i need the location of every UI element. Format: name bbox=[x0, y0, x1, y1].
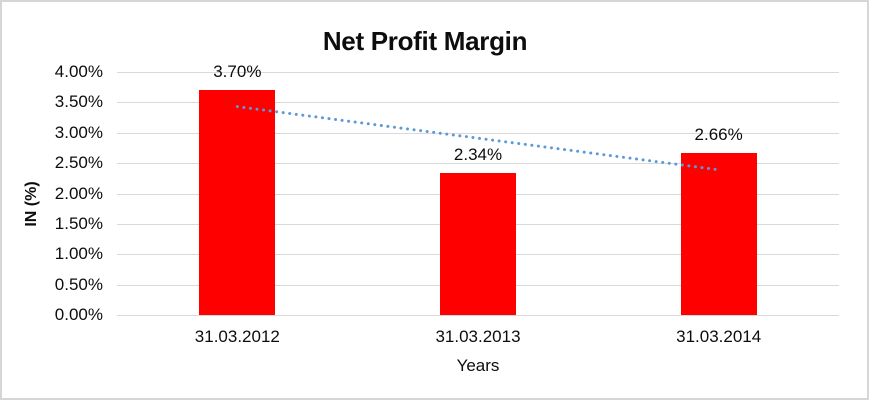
x-tick-label: 31.03.2012 bbox=[194, 327, 280, 346]
gridline bbox=[117, 132, 839, 134]
y-tick-label: 1.00% bbox=[54, 244, 103, 264]
data-label: 3.70% bbox=[213, 62, 262, 82]
x-tick-label: 31.03.2013 bbox=[435, 327, 521, 346]
bars-layer bbox=[117, 72, 839, 315]
y-tick-label: 0.00% bbox=[54, 305, 103, 324]
chart-title: Net Profit Margin bbox=[322, 26, 528, 56]
data-labels-layer: 3.70% 2.34% 2.66% bbox=[117, 62, 839, 315]
bar-31.03.2012[interactable] bbox=[199, 90, 276, 315]
gridline bbox=[117, 163, 839, 165]
plot-area: 3.70% 2.34% 2.66% bbox=[117, 62, 839, 316]
y-tick-label: 0.50% bbox=[54, 274, 103, 294]
trendline bbox=[235, 105, 721, 172]
y-tick-label: 3.00% bbox=[54, 122, 103, 142]
y-tick-label: 1.50% bbox=[54, 213, 103, 233]
y-tick-label: 4.00% bbox=[54, 62, 103, 81]
y-tick-label: 3.50% bbox=[54, 92, 103, 112]
gridline bbox=[117, 315, 839, 316]
trendline-path bbox=[235, 105, 721, 172]
x-tick-label: 31.03.2014 bbox=[676, 327, 762, 346]
y-tick-label: 2.50% bbox=[54, 153, 103, 173]
gridline bbox=[117, 72, 839, 73]
y-tick-label: 2.00% bbox=[54, 183, 103, 203]
data-label: 2.34% bbox=[453, 144, 503, 164]
gridline bbox=[117, 102, 839, 104]
bar-31.03.2014[interactable] bbox=[680, 153, 757, 315]
y-axis-title: IN (%) bbox=[23, 181, 40, 227]
bar-31.03.2013[interactable] bbox=[440, 172, 516, 315]
data-label: 2.66% bbox=[694, 125, 743, 145]
x-axis-title: Years bbox=[456, 356, 500, 375]
